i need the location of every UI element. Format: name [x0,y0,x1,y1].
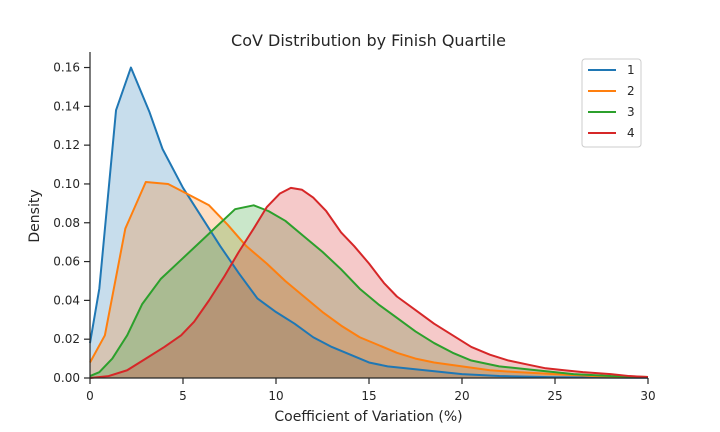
x-tick-label: 5 [179,389,187,403]
x-tick-label: 10 [268,389,283,403]
legend-label-1: 1 [627,63,635,77]
series-3-line [89,204,649,379]
series-2-line [89,181,649,379]
x-axis-ticks: 0 5 10 15 20 25 30 [86,378,656,403]
y-tick-label: 0.06 [53,255,80,269]
plot-area [89,66,649,379]
series-fills [90,67,648,379]
series-4-fill [90,187,648,378]
series-4-line [89,186,649,379]
y-axis-ticks: 0.00 0.02 0.04 0.06 0.08 0.10 0.12 0.14 0.16 [53,61,90,385]
legend-label-3: 3 [627,105,635,119]
series-2-fill [90,182,648,378]
axes: 0 5 10 15 20 25 30 0.00 0.02 0.04 0.06 0.08 0.10 0.1… [53,52,656,403]
legend-label-2: 2 [627,84,635,98]
series-3-fill [90,205,648,378]
y-tick-label: 0.00 [53,371,80,385]
series-1-fill [90,67,648,379]
y-axis-label: Density [27,189,43,242]
series-1-line [89,66,649,379]
y-tick-label: 0.08 [53,216,80,230]
y-tick-label: 0.04 [53,293,80,307]
y-tick-label: 0.02 [53,332,80,346]
legend-box [581,58,642,148]
y-tick-label: 0.12 [53,138,80,152]
x-axis-label: Coefficient of Variation (%) [274,409,462,425]
y-tick-label: 0.14 [53,99,80,113]
legend-label-4: 4 [627,126,635,140]
series-lines [89,66,649,379]
x-tick-label: 0 [86,389,94,403]
y-tick-label: 0.10 [53,177,80,191]
y-tick-label: 0.16 [53,61,80,75]
chart-title: CoV Distribution by Finish Quartile [231,31,506,50]
x-tick-label: 30 [640,389,655,403]
x-tick-label: 20 [454,389,469,403]
legend: 1 2 3 4 [581,58,642,148]
x-tick-label: 25 [547,389,562,403]
x-tick-label: 15 [361,389,376,403]
